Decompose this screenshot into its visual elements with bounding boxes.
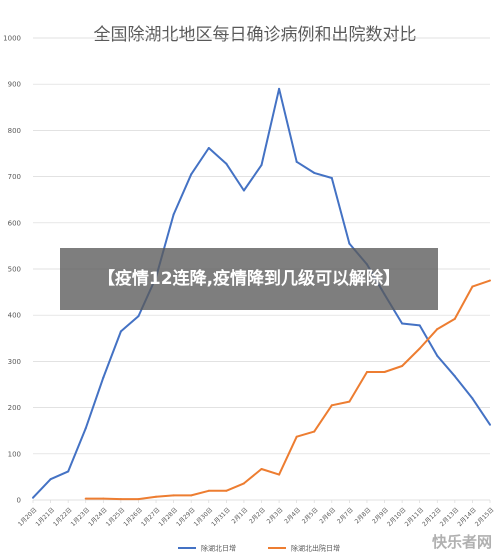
data-point — [401, 365, 404, 368]
data-point — [278, 473, 281, 476]
data-point — [119, 330, 122, 333]
data-point — [49, 478, 52, 481]
x-tick-label: 2月3日 — [266, 506, 285, 525]
data-point — [313, 430, 316, 433]
data-point — [418, 347, 421, 350]
legend-label-1: 除湖北日增 — [201, 544, 236, 553]
x-tick-label: 2月8日 — [354, 506, 373, 525]
data-point — [453, 317, 456, 320]
chart-title: 全国除湖北地区每日确诊病例和出院数对比 — [94, 25, 417, 45]
data-point — [137, 498, 140, 501]
legend: 除湖北日增 除湖北出院日增 — [178, 544, 340, 553]
data-point — [401, 322, 404, 325]
data-point — [102, 376, 105, 379]
y-axis-ticks: 0 100 200 300 400 500 600 700 800 900 1000 — [3, 35, 21, 505]
data-point — [260, 164, 263, 167]
data-point — [172, 213, 175, 216]
data-point — [471, 285, 474, 288]
y-tick-label: 800 — [8, 127, 21, 135]
data-point — [137, 315, 140, 318]
data-point — [102, 497, 105, 500]
data-point — [313, 171, 316, 174]
x-tick-label: 2月1日 — [230, 506, 249, 525]
data-point — [207, 489, 210, 492]
data-point — [32, 496, 34, 499]
data-point — [330, 404, 333, 407]
data-point — [278, 87, 281, 90]
x-tick-label: 2月7日 — [336, 506, 355, 525]
x-tick-label: 1月31日 — [210, 506, 232, 528]
data-point — [295, 435, 298, 438]
y-tick-label: 200 — [8, 404, 21, 412]
data-point — [260, 468, 263, 471]
data-point — [155, 495, 158, 498]
data-point — [190, 494, 193, 497]
legend-label-2: 除湖北出院日增 — [291, 544, 340, 553]
y-tick-label: 600 — [8, 219, 21, 227]
data-point — [348, 242, 351, 245]
y-tick-label: 100 — [8, 450, 21, 458]
watermark: 快乐者网 — [431, 533, 492, 551]
headline-overlay: 【疫情12连降,疫情降到几级可以解除】 — [60, 248, 438, 310]
x-axis-ticks: 1月20日1月21日1月22日1月23日1月24日1月25日1月26日1月27日… — [17, 500, 496, 528]
data-point — [242, 189, 245, 192]
data-point — [207, 146, 210, 149]
y-tick-label: 500 — [8, 266, 21, 274]
x-tick-label: 2月6日 — [318, 506, 337, 525]
series-line-2 — [85, 279, 491, 501]
y-tick-label: 0 — [17, 497, 21, 505]
data-point — [436, 354, 439, 357]
data-point — [471, 397, 474, 400]
data-point — [383, 371, 386, 374]
data-point — [453, 375, 456, 378]
x-tick-label: 2月2日 — [248, 506, 267, 525]
data-point — [330, 176, 333, 179]
x-tick-label: 2月4日 — [283, 506, 302, 525]
data-point — [295, 160, 298, 163]
data-point — [225, 162, 228, 165]
x-tick-label: 2月15日 — [474, 506, 496, 528]
data-point — [489, 423, 491, 426]
x-tick-label: 2月5日 — [301, 506, 320, 525]
data-point — [172, 494, 175, 497]
y-tick-label: 900 — [8, 81, 21, 89]
y-tick-label: 1000 — [3, 35, 21, 43]
y-tick-label: 300 — [8, 358, 21, 366]
data-point — [119, 498, 122, 501]
data-point — [67, 470, 70, 473]
y-tick-label: 700 — [8, 173, 21, 181]
data-point — [489, 279, 491, 282]
data-point — [84, 427, 87, 430]
data-point — [84, 497, 87, 500]
data-point — [242, 482, 245, 485]
data-point — [418, 324, 421, 327]
y-tick-label: 400 — [8, 312, 21, 320]
data-point — [225, 489, 228, 492]
data-point — [365, 371, 368, 374]
data-point — [348, 400, 351, 403]
data-point — [190, 173, 193, 176]
data-point — [436, 328, 439, 331]
